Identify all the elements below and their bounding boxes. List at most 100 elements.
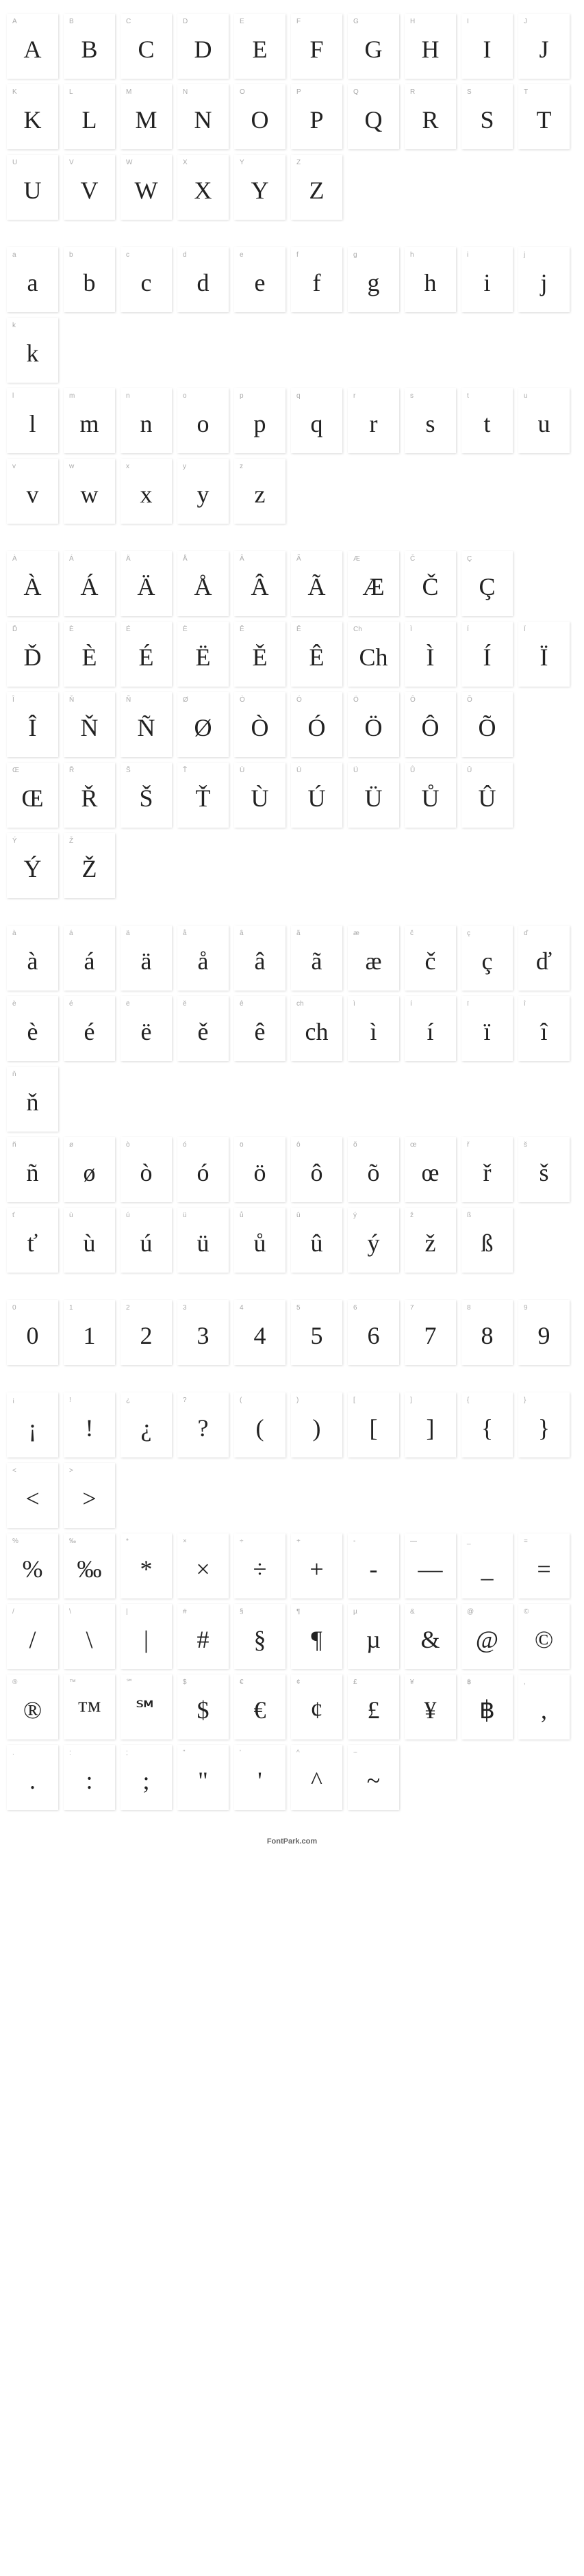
glyph-label: U [7,155,17,166]
glyph-row: èèééëëěěêêchchììííïïîîňň [7,996,577,1132]
glyph-label: Ť [177,763,187,774]
glyph-display: n [120,400,172,453]
glyph-cell: ÝÝ [7,833,58,898]
glyph-label: X [177,155,188,166]
glyph-display: ê [234,1008,285,1061]
glyph-display: J [518,25,570,79]
glyph-label: 1 [64,1300,73,1312]
glyph-label: i [461,247,468,259]
glyph-display: ! [64,1404,115,1457]
glyph-cell: __ [461,1533,513,1598]
glyph-display: O [234,96,285,149]
glyph-display: Ï [518,633,570,687]
glyph-label: ( [234,1392,242,1404]
glyph-display: g [348,259,399,312]
glyph-row: ààááääååââããææččççďď [7,926,577,991]
glyph-display: Ř [64,774,115,828]
glyph-display: T [518,96,570,149]
glyph-label: Q [348,84,359,96]
glyph-label: F [291,14,301,25]
glyph-cell: xx [120,459,172,524]
glyph-display: Ů [405,774,456,828]
glyph-display: z [234,470,285,524]
glyph-cell: ss [405,388,456,453]
glyph-display: ™ [64,1686,115,1739]
glyph-display: Ú [291,774,342,828]
glyph-display: ö [234,1149,285,1202]
glyph-cell: µµ [348,1604,399,1669]
glyph-display: j [518,259,570,312]
glyph-section-digits: 00112233445566778899 [7,1300,577,1365]
glyph-cell: @@ [461,1604,513,1669]
glyph-cell: ďď [518,926,570,991]
glyph-label: ö [234,1137,244,1149]
glyph-row: ññøøòòóóööôôõõœœřřšš [7,1137,577,1202]
glyph-display: 0 [7,1312,58,1365]
glyph-display: Ñ [120,704,172,757]
glyph-cell: ÊÊ [291,622,342,687]
glyph-label: j [518,247,525,259]
glyph-label: à [7,926,16,937]
glyph-display: æ [348,937,399,991]
glyph-cell: qq [291,388,342,453]
glyph-label: © [518,1604,529,1616]
glyph-display: 5 [291,1312,342,1365]
glyph-cell: ÂÂ [234,551,285,616]
glyph-label: Ú [291,763,301,774]
glyph-cell: DD [177,14,229,79]
glyph-cell: ÌÌ [405,622,456,687]
glyph-section-lowercase-accented: ààááääååââããææččççďďèèééëëěěêêchchììííïï… [7,926,577,1273]
glyph-display: r [348,400,399,453]
glyph-label: o [177,388,187,400]
glyph-label: 0 [7,1300,16,1312]
glyph-label: m [64,388,75,400]
glyph-display: u [518,400,570,453]
glyph-cell: ÖÖ [348,692,399,757]
glyph-display: ã [291,937,342,991]
glyph-label: Ë [177,622,188,633]
glyph-display: Ø [177,704,229,757]
glyph-label: 8 [461,1300,471,1312]
glyph-row: KKLLMMNNOOPPQQRRSSTT [7,84,577,149]
glyph-display: Ô [405,704,456,757]
glyph-label: í [405,996,412,1008]
glyph-label: ù [64,1208,73,1219]
glyph-label: ™ [64,1674,76,1686]
glyph-label: î [518,996,526,1008]
glyph-cell: 77 [405,1300,456,1365]
glyph-cell: '' [234,1745,285,1810]
glyph-label: ~ [348,1745,357,1757]
glyph-label: Ü [348,763,358,774]
glyph-label: È [64,622,74,633]
glyph-display: Å [177,563,229,616]
glyph-cell: 99 [518,1300,570,1365]
glyph-row: ÀÀÁÁÄÄÅÅÂÂÃÃÆÆČČÇÇ [7,551,577,616]
glyph-cell: QQ [348,84,399,149]
glyph-label: — [405,1533,417,1545]
glyph-label: Ô [405,692,416,704]
glyph-label: V [64,155,74,166]
glyph-cell: éé [64,996,115,1061]
glyph-cell: kk [7,318,58,383]
glyph-display: l [7,400,58,453]
glyph-display: ch [291,1008,342,1061]
glyph-cell: ÀÀ [7,551,58,616]
glyph-display: G [348,25,399,79]
glyph-label: Ö [348,692,359,704]
glyph-cell: ÏÏ [518,622,570,687]
glyph-display: 2 [120,1312,172,1365]
glyph-row: ¡¡!!¿¿??(())[[]]{{}}<<>> [7,1392,577,1528]
glyph-display: © [518,1616,570,1669]
glyph-label: Š [120,763,131,774]
glyph-row: UUVVWWXXYYZZ [7,155,577,220]
glyph-label: ¥ [405,1674,414,1686]
glyph-row: ÝÝŽŽ [7,833,577,898]
glyph-cell: ÑÑ [120,692,172,757]
glyph-display: ? [177,1404,229,1457]
glyph-cell: èè [7,996,58,1061]
glyph-cell: -- [348,1533,399,1598]
glyph-cell: ÇÇ [461,551,513,616]
glyph-cell: ×× [177,1533,229,1598]
glyph-display: { [461,1404,513,1457]
glyph-cell: áá [64,926,115,991]
